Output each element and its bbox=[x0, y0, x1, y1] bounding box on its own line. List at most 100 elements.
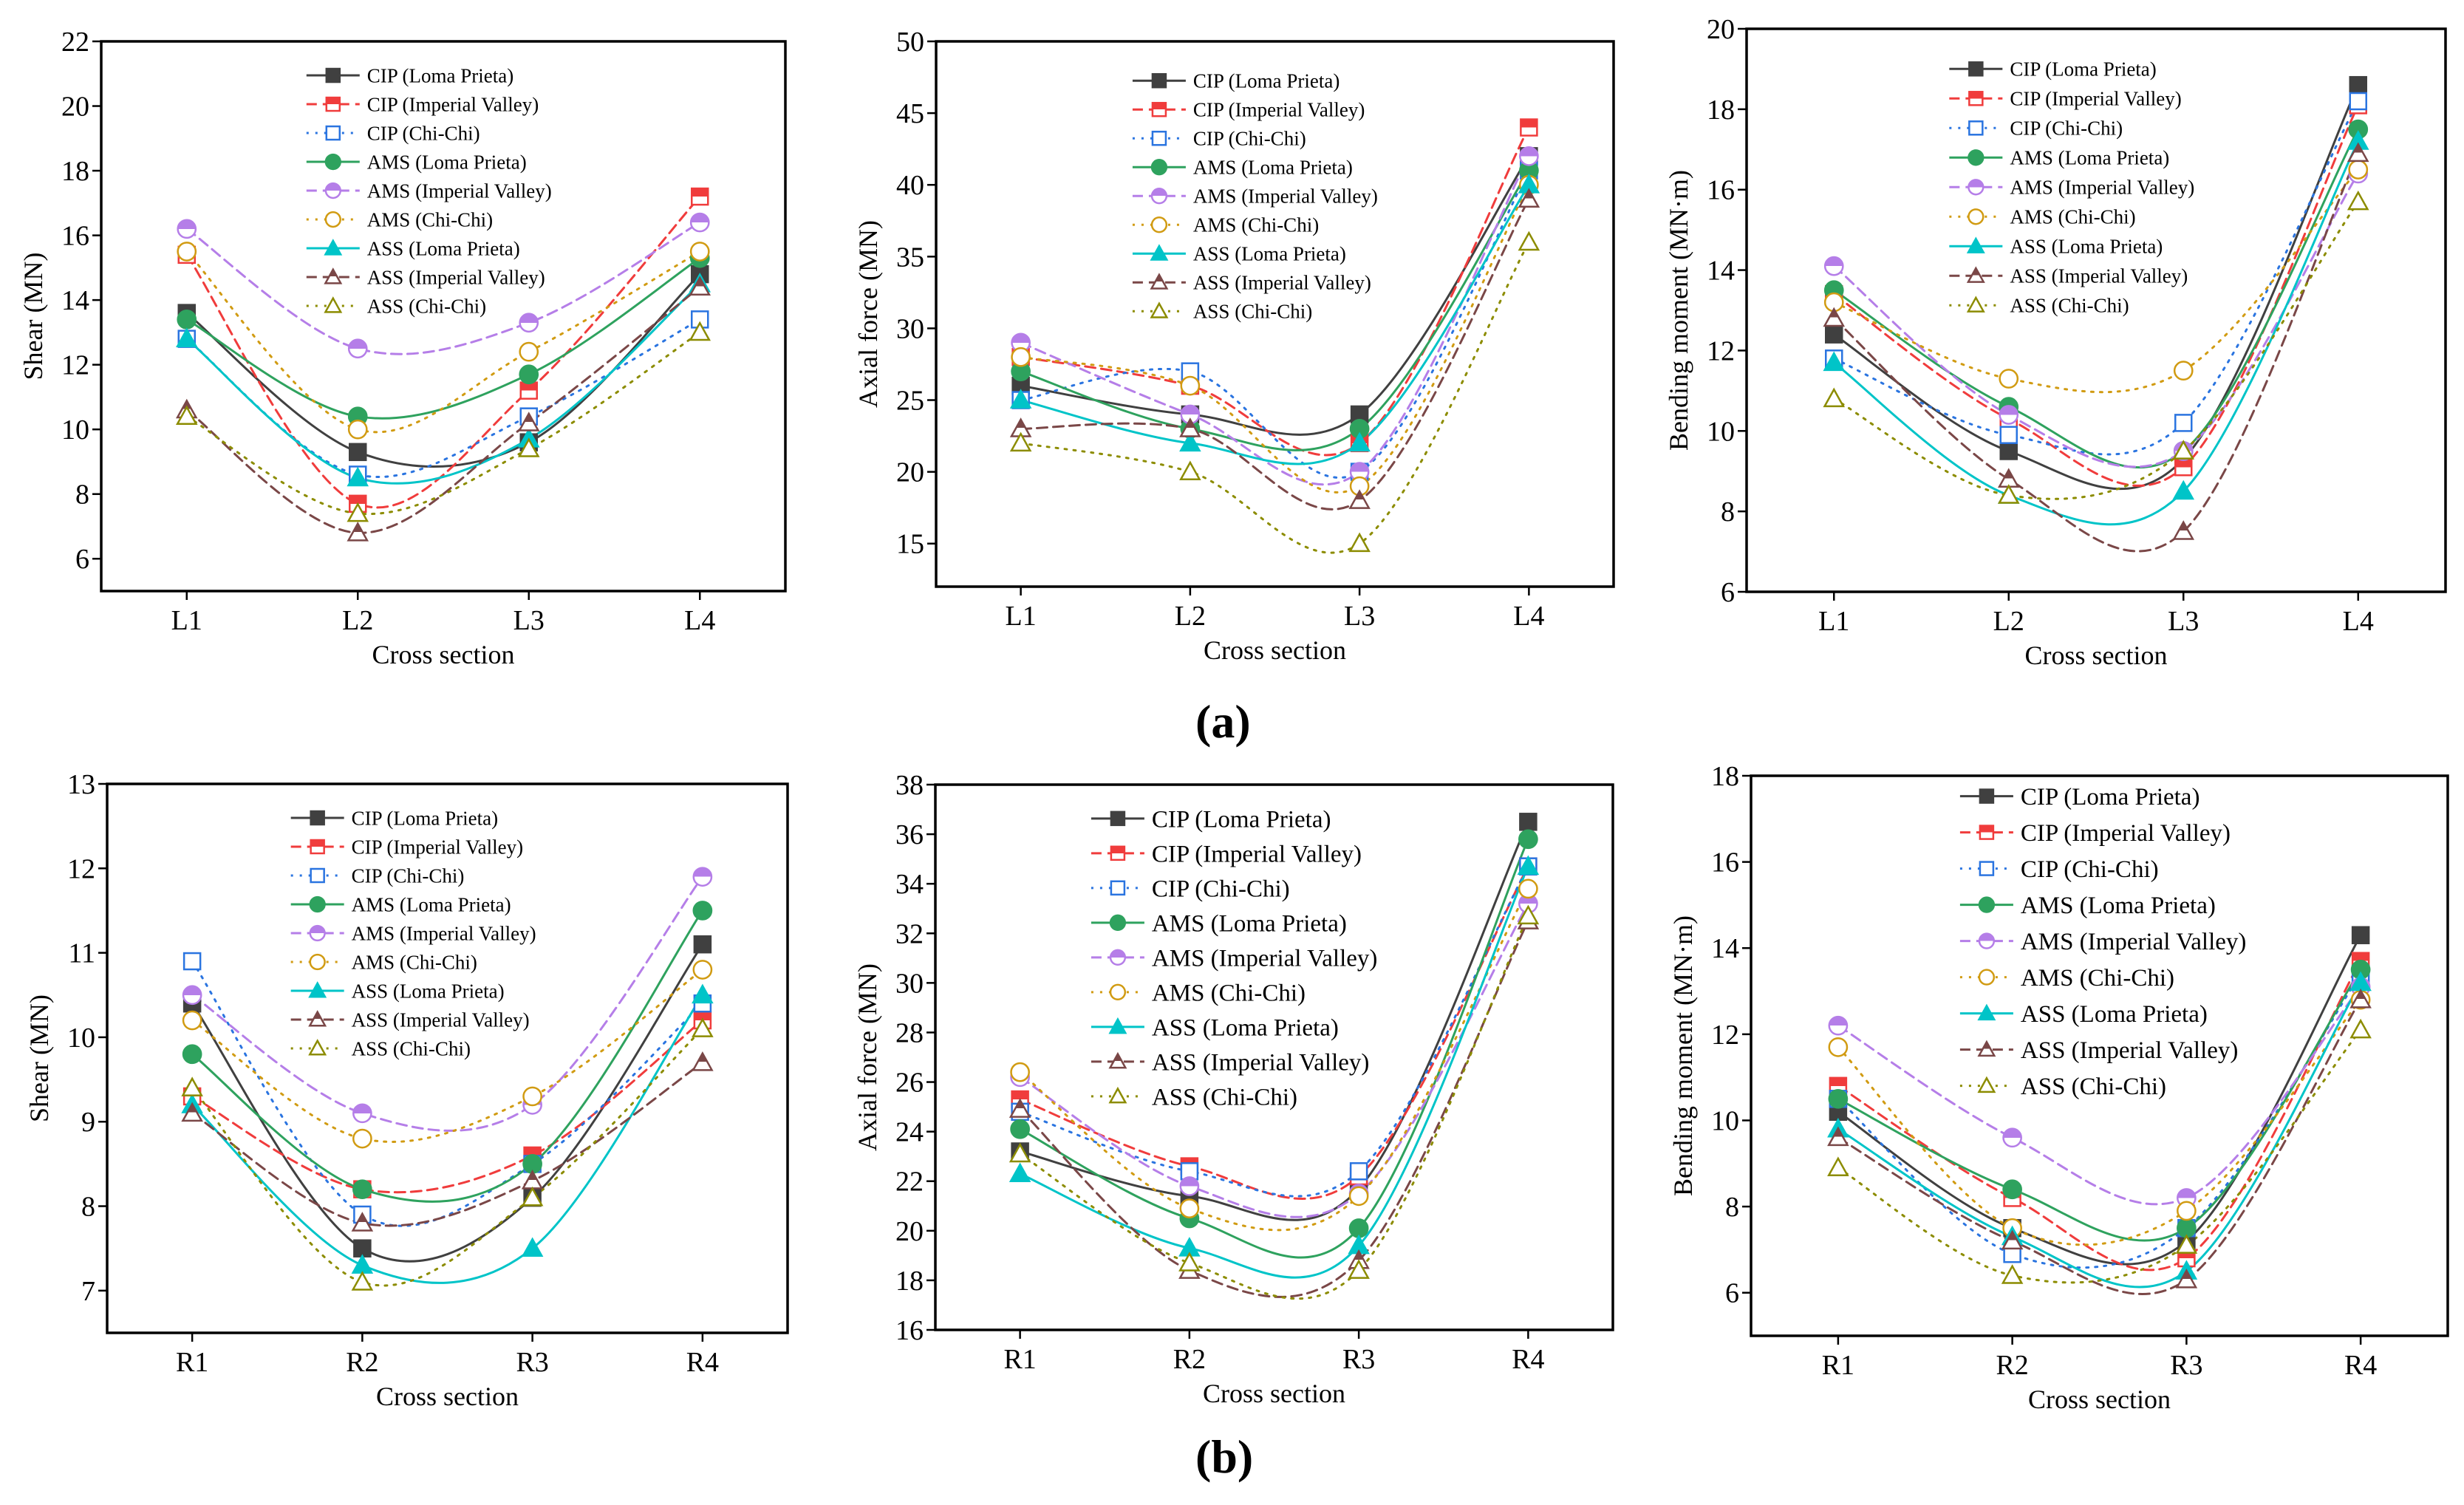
series-9 bbox=[1020, 241, 1530, 554]
legend-marker bbox=[1151, 72, 1167, 89]
x-tick-label: L1 bbox=[171, 605, 202, 636]
data-point bbox=[2177, 1201, 2197, 1221]
data-point bbox=[1999, 405, 2019, 425]
legend-marker bbox=[308, 1039, 327, 1056]
legend-item: CIP (Imperial Valley) bbox=[306, 93, 539, 115]
y-tick-label: 12 bbox=[1707, 335, 1735, 366]
data-point bbox=[2172, 480, 2195, 500]
legend-label: AMS (Loma Prieta) bbox=[2010, 147, 2169, 169]
data-point bbox=[2349, 988, 2372, 1009]
data-point bbox=[1179, 431, 1201, 452]
series-markers-8 bbox=[1827, 988, 2372, 1289]
legend-label: ASS (Loma Prieta) bbox=[1193, 243, 1346, 265]
legend-item: CIP (Loma Prieta) bbox=[1959, 784, 2200, 810]
legend-label: AMS (Imperial Valley) bbox=[1193, 185, 1378, 208]
series-markers-5 bbox=[1011, 146, 1539, 482]
data-point bbox=[1999, 442, 2018, 460]
series-line bbox=[185, 331, 701, 516]
legend-label: AMS (Chi-Chi) bbox=[1193, 214, 1319, 236]
series-5 bbox=[1020, 154, 1530, 486]
legend-label: AMS (Loma Prieta) bbox=[1193, 157, 1353, 179]
y-tick-label: 16 bbox=[895, 1315, 924, 1346]
panel-label-b: (b) bbox=[1195, 1430, 1253, 1484]
data-point bbox=[693, 935, 712, 954]
legend-label: ASS (Loma Prieta) bbox=[1152, 1014, 1339, 1041]
legend-label: CIP (Loma Prieta) bbox=[2021, 784, 2200, 810]
series-markers-3 bbox=[177, 310, 709, 484]
legend: CIP (Loma Prieta) CIP (Imperial Valley) CI… bbox=[1959, 784, 2246, 1100]
legend-label: CIP (Imperial Valley) bbox=[2010, 88, 2181, 110]
legend-label: ASS (Loma Prieta) bbox=[2010, 236, 2163, 258]
data-point bbox=[175, 405, 198, 426]
series-1 bbox=[1832, 83, 2360, 491]
series-3 bbox=[1020, 169, 1530, 479]
legend-marker bbox=[1151, 130, 1167, 146]
legend-label: ASS (Imperial Valley) bbox=[352, 1009, 530, 1031]
data-point bbox=[182, 952, 202, 971]
data-point bbox=[1518, 829, 1538, 850]
x-tick-label: L4 bbox=[684, 605, 715, 636]
legend-marker bbox=[309, 924, 326, 942]
series-5 bbox=[1832, 172, 2360, 468]
chart-2: 15 20 25 30 35 40 45 50 L1 L2 L3 L4 Cross section Axi… bbox=[853, 27, 1615, 665]
legend-marker bbox=[1977, 1040, 1996, 1057]
legend-marker bbox=[1109, 983, 1127, 1000]
x-tick-label: L3 bbox=[2168, 606, 2199, 637]
series-line bbox=[1019, 838, 1529, 1259]
y-tick-label: 16 bbox=[61, 221, 89, 252]
series-line bbox=[1020, 198, 1530, 511]
y-tick-label: 13 bbox=[67, 769, 95, 800]
series-line bbox=[1837, 986, 2362, 1206]
series-line bbox=[1019, 915, 1529, 1300]
legend-item: ASS (Chi-Chi) bbox=[306, 295, 486, 317]
y-tick-label: 12 bbox=[1711, 1020, 1739, 1051]
data-point bbox=[692, 983, 714, 1004]
x-axis-label: Cross section bbox=[2025, 641, 2168, 670]
legend-marker bbox=[1979, 788, 1995, 804]
legend-marker bbox=[1150, 188, 1168, 205]
series-markers-8 bbox=[1009, 188, 1540, 509]
plot-frame bbox=[1745, 27, 2447, 593]
x-tick-label: L1 bbox=[1818, 606, 1849, 637]
data-point bbox=[2001, 1264, 2024, 1284]
data-point bbox=[519, 381, 538, 400]
legend-marker bbox=[1968, 179, 1984, 196]
series-line bbox=[1837, 981, 2362, 1289]
series-6 bbox=[185, 250, 701, 434]
legend-label: CIP (Loma Prieta) bbox=[2010, 58, 2156, 81]
legend-label: ASS (Imperial Valley) bbox=[2021, 1037, 2239, 1064]
data-point bbox=[1009, 431, 1032, 452]
series-9 bbox=[1837, 1028, 2362, 1284]
series-line bbox=[1832, 172, 2360, 468]
y-tick-label: 35 bbox=[896, 242, 924, 273]
legend: CIP (Loma Prieta) CIP (Imperial Valley) CI… bbox=[1949, 58, 2194, 317]
legend-label: ASS (Imperial Valley) bbox=[367, 266, 545, 288]
y-tick-label: 6 bbox=[75, 544, 89, 575]
x-tick-label: R4 bbox=[686, 1347, 719, 1378]
legend-label: ASS (Chi-Chi) bbox=[1193, 301, 1312, 323]
x-tick-label: R1 bbox=[176, 1347, 208, 1378]
series-9 bbox=[1832, 200, 2360, 500]
data-point bbox=[349, 443, 367, 462]
y-tick-label: 18 bbox=[1711, 761, 1739, 792]
series-7 bbox=[191, 994, 704, 1284]
y-tick-label: 7 bbox=[81, 1276, 95, 1307]
data-point bbox=[689, 212, 710, 233]
series-markers-8 bbox=[181, 1051, 714, 1232]
legend-item: CIP (Imperial Valley) bbox=[1132, 99, 1365, 121]
y-tick-label: 24 bbox=[895, 1117, 924, 1148]
data-point bbox=[347, 502, 369, 522]
legend-label: CIP (Chi-Chi) bbox=[352, 864, 465, 887]
series-line bbox=[1837, 934, 2362, 1266]
legend-marker bbox=[324, 296, 343, 313]
data-point bbox=[1828, 1015, 1849, 1036]
data-point bbox=[692, 867, 713, 887]
legend-marker bbox=[1108, 1086, 1127, 1104]
legend-marker bbox=[1979, 825, 1995, 840]
series-8 bbox=[1832, 152, 2360, 553]
legend-item: CIP (Chi-Chi) bbox=[1132, 128, 1306, 150]
plot-frame bbox=[106, 782, 789, 1334]
series-line bbox=[185, 282, 701, 485]
legend-marker bbox=[308, 1010, 327, 1027]
data-point bbox=[2002, 1179, 2022, 1200]
